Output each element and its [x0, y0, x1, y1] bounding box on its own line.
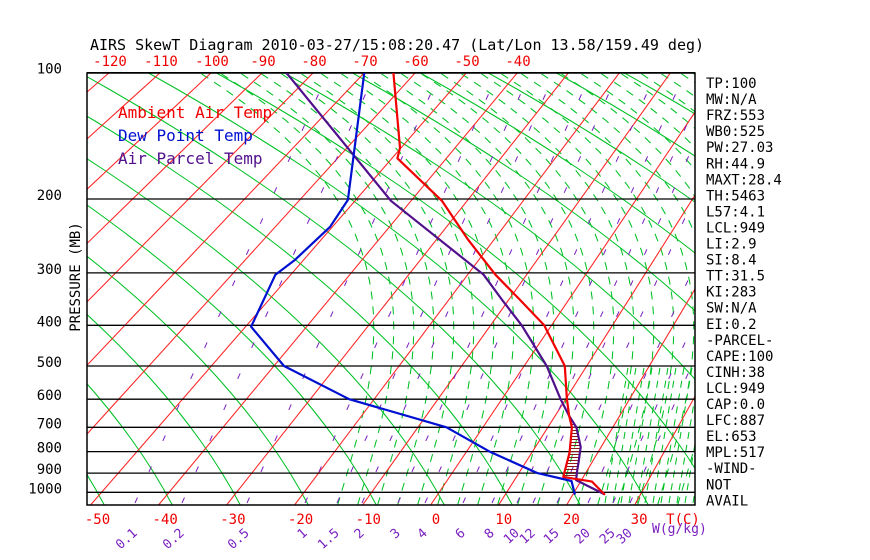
- bottom-temp-tick-label: -10: [356, 512, 381, 528]
- stat-line: TP:100: [706, 76, 757, 92]
- stat-line: NOT: [706, 477, 732, 493]
- bottom-temp-tick-label: -50: [85, 512, 110, 528]
- pressure-tick-label: 1000: [28, 481, 62, 497]
- stat-line: WB0:525: [706, 124, 765, 140]
- stat-line: LCL:949: [706, 220, 765, 236]
- stat-line: CINH:38: [706, 365, 765, 381]
- stat-line: LI:2.9: [706, 237, 757, 253]
- stat-line: SI:8.4: [706, 253, 757, 269]
- pressure-axis-labels: 100 200 300 400 500 600 700 800 900 1000 PRESSURE …: [28, 62, 84, 498]
- stat-line: CAP:0.0: [706, 397, 765, 413]
- stat-line: KI:283: [706, 285, 757, 301]
- stat-line: TT:31.5: [706, 269, 765, 285]
- pressure-axis-title: PRESSURE (MB): [68, 222, 84, 332]
- pressure-tick-label: 200: [37, 188, 62, 204]
- bottom-temp-tick-label: 0: [432, 512, 440, 528]
- stats-panel: TP:100MW:N/AFRZ:553WB0:525PW:27.03RH:44.…: [706, 76, 782, 509]
- mixing-ratio-unit-label: W(g/kg): [652, 522, 707, 537]
- top-temp-tick-label: -60: [403, 54, 428, 70]
- top-temp-tick-label: -120: [93, 54, 127, 70]
- top-temp-tick-label: -40: [505, 54, 530, 70]
- stat-line: SW:N/A: [706, 301, 757, 317]
- pressure-tick-label: 500: [37, 355, 62, 371]
- mixing-ratio-tick-label: 12: [517, 526, 539, 548]
- stat-line: AVAIL: [706, 493, 748, 509]
- mixing-ratio-tick-label: 30: [614, 526, 636, 548]
- pressure-tick-label: 800: [37, 441, 62, 457]
- stat-line: PW:27.03: [706, 140, 773, 156]
- stat-line: L57:4.1: [706, 204, 765, 220]
- top-temp-tick-label: -90: [250, 54, 275, 70]
- moist-adiabat-grid: [199, 73, 695, 505]
- mixing-ratio-tick-label: 0.5: [225, 526, 252, 553]
- mixing-ratio-tick-label: 0.1: [113, 526, 140, 553]
- bottom-temp-tick-label: -20: [288, 512, 313, 528]
- mixing-ratio-tick-label: 2: [352, 526, 368, 542]
- bottom-temp-tick-label: -40: [153, 512, 178, 528]
- legend-item-ambient-air-temp: Ambient Air Temp: [118, 103, 272, 122]
- stat-line: LFC:887: [706, 413, 765, 429]
- stat-line: FRZ:553: [706, 108, 765, 124]
- bottom-temp-axis-labels: -50 -40 -30 -20 -10 0 10 20 30 T(C): [85, 512, 700, 528]
- top-temp-tick-label: -70: [352, 54, 377, 70]
- pressure-tick-label: 400: [37, 314, 62, 330]
- stat-line: -WIND-: [706, 461, 757, 477]
- legend-item-air-parcel-temp: Air Parcel Temp: [118, 149, 263, 168]
- mixing-ratio-tick-label: 15: [541, 526, 563, 548]
- mixing-ratio-tick-label: 1.5: [315, 526, 342, 553]
- chart-title: AIRS SkewT Diagram 2010-03-27/15:08:20.4…: [90, 36, 704, 54]
- pressure-tick-label: 700: [37, 416, 62, 432]
- pressure-tick-label: 900: [37, 462, 62, 478]
- mixing-ratio-tick-label: 4: [415, 526, 431, 543]
- mixing-ratio-tick-label: 8: [482, 526, 498, 542]
- pressure-tick-label: 100: [37, 62, 62, 78]
- stat-line: EL:653: [706, 429, 757, 445]
- mixing-ratio-tick-label: 20: [572, 526, 594, 548]
- mixing-ratio-tick-label: 0.2: [160, 526, 187, 553]
- bottom-temp-tick-label: -30: [220, 512, 245, 528]
- stat-line: TH:5463: [706, 188, 765, 204]
- isotherm-grid: [87, 73, 695, 505]
- stat-line: -PARCEL-: [706, 333, 773, 349]
- bottom-temp-tick-label: 10: [495, 512, 512, 528]
- mixing-ratio-tick-label: 3: [388, 526, 404, 542]
- stat-line: RH:44.9: [706, 156, 765, 172]
- ambient-temp-curve: [392, 73, 606, 496]
- top-temp-tick-label: -100: [195, 54, 229, 70]
- stat-line: LCL:949: [706, 381, 765, 397]
- stat-line: MAXT:28.4: [706, 172, 782, 188]
- top-temp-tick-label: -80: [301, 54, 326, 70]
- dew-point-curve: [250, 73, 576, 495]
- top-temp-tick-label: -110: [144, 54, 178, 70]
- plot-frame: [86, 72, 696, 506]
- top-temp-axis-labels: -120 -110 -100 -90 -80 -70 -60 -50 -40: [93, 54, 531, 70]
- legend-item-dew-point-temp: Dew Point Temp: [118, 126, 253, 145]
- top-temp-tick-label: -50: [454, 54, 479, 70]
- parcel-temp-curve: [285, 73, 606, 496]
- bottom-temp-tick-label: 20: [563, 512, 580, 528]
- mixing-ratio-tick-label: 6: [453, 526, 469, 542]
- bottom-temp-tick-label: 30: [631, 512, 648, 528]
- pressure-tick-label: 600: [37, 388, 62, 404]
- stat-line: CAPE:100: [706, 349, 773, 365]
- mixing-ratio-tick-label: 1: [295, 526, 311, 542]
- stat-line: EI:0.2: [706, 317, 757, 333]
- legend: Ambient Air Temp Dew Point Temp Air Parcel…: [118, 103, 272, 168]
- stat-line: MPL:517: [706, 445, 765, 461]
- stat-line: MW:N/A: [706, 92, 757, 108]
- temp-unit-label: T(C): [666, 512, 700, 528]
- pressure-tick-label: 300: [37, 262, 62, 278]
